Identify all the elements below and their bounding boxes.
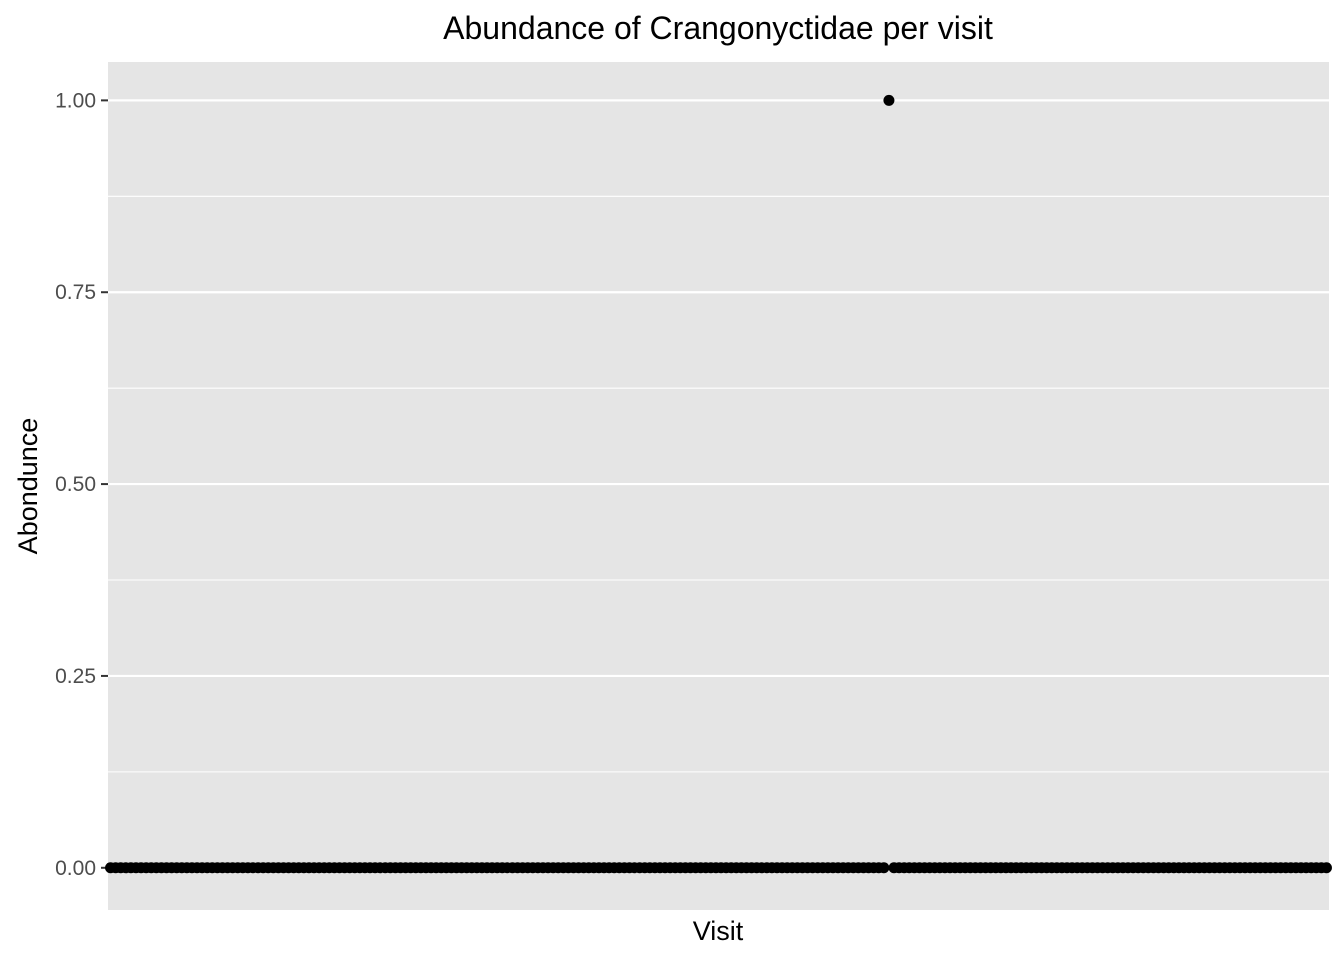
data-point-nonzero xyxy=(883,94,895,106)
y-axis: 0.00 0.25 0.50 0.75 1.00 xyxy=(55,89,108,880)
chart-title: Abundance of Crangonyctidae per visit xyxy=(443,10,993,46)
x-axis-title: Visit xyxy=(693,916,744,946)
data-point xyxy=(878,862,890,874)
y-tick-label: 1.00 xyxy=(55,89,96,112)
y-tick-label: 0.00 xyxy=(55,857,96,880)
y-tick-label: 0.25 xyxy=(55,665,96,688)
data-point xyxy=(1320,862,1332,874)
y-tick-label: 0.50 xyxy=(55,473,96,496)
points-layer xyxy=(105,94,1332,874)
y-tick-label: 0.75 xyxy=(55,281,96,304)
grid-layer xyxy=(108,99,1329,869)
plot-panel xyxy=(108,62,1329,910)
y-axis-title: Abondunce xyxy=(13,418,43,555)
